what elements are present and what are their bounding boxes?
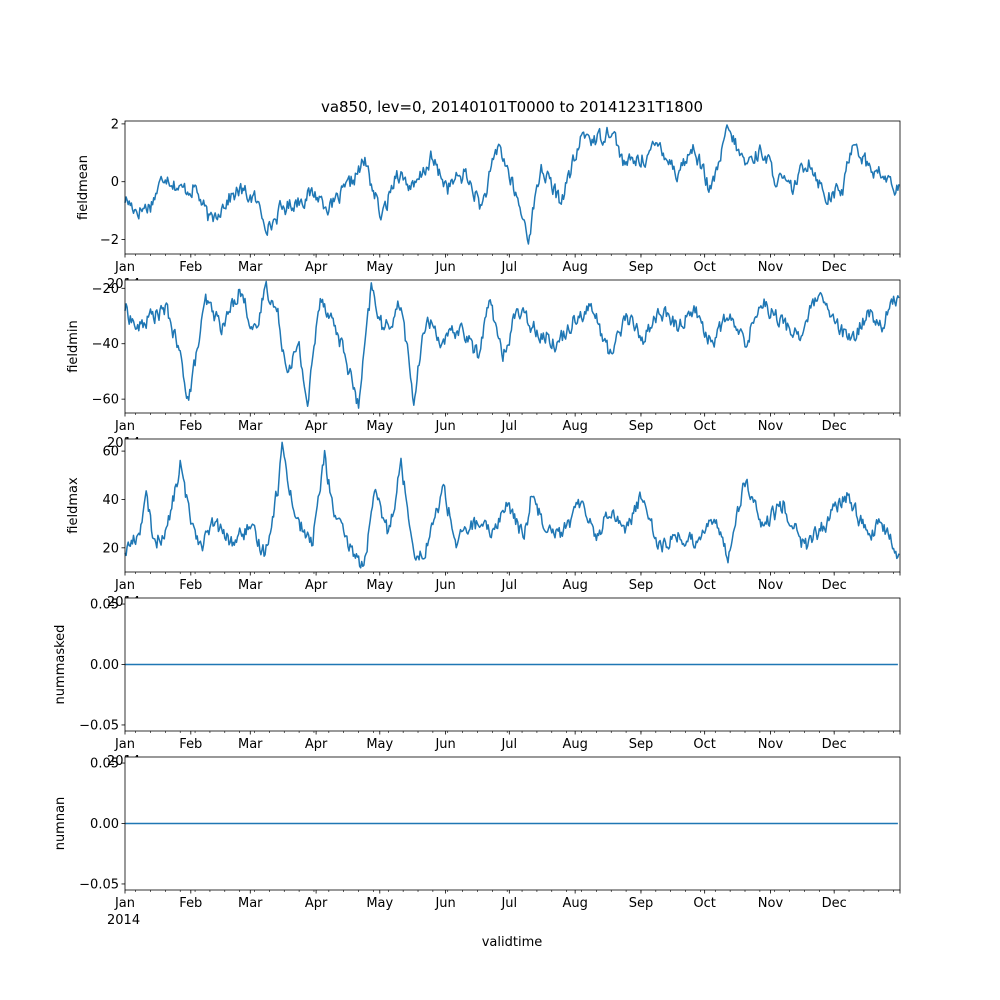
x-tick-label: Sep bbox=[629, 578, 654, 593]
x-tick-label: Feb bbox=[179, 260, 202, 275]
y-tick-label: 0.00 bbox=[90, 658, 119, 673]
y-tick-label: 0.05 bbox=[90, 598, 119, 613]
x-tick-label: May bbox=[366, 419, 393, 434]
y-axis-label-nummasked: nummasked bbox=[53, 625, 68, 705]
x-tick-label: Oct bbox=[693, 260, 715, 275]
x-tick-label: Sep bbox=[629, 419, 654, 434]
axes-frame bbox=[124, 279, 901, 414]
x-tick-label: Jul bbox=[500, 578, 517, 593]
x-tick-label: Mar bbox=[238, 896, 263, 911]
axes-background bbox=[125, 121, 900, 254]
x-year-label: 2014 bbox=[107, 913, 140, 928]
x-tick-label: Feb bbox=[179, 737, 202, 752]
x-tick-label: Nov bbox=[758, 896, 784, 911]
x-tick-label: Aug bbox=[562, 896, 587, 911]
x-tick-label: May bbox=[366, 260, 393, 275]
x-tick-label: Jun bbox=[434, 260, 455, 275]
x-tick-label: Mar bbox=[238, 737, 263, 752]
x-tick-label: Jan bbox=[114, 578, 135, 593]
x-tick-label: Feb bbox=[179, 578, 202, 593]
y-tick-label: 0.05 bbox=[90, 757, 119, 772]
axes-background bbox=[125, 280, 900, 413]
x-tick-label: Dec bbox=[822, 737, 847, 752]
x-tick-label: Aug bbox=[562, 737, 587, 752]
x-tick-label: Jan bbox=[114, 896, 135, 911]
x-tick-label: Jul bbox=[500, 419, 517, 434]
x-tick-label: Jun bbox=[434, 896, 455, 911]
x-tick-label: Oct bbox=[693, 896, 715, 911]
x-tick-label: May bbox=[366, 578, 393, 593]
x-tick-label: Oct bbox=[693, 578, 715, 593]
y-tick-label: 0.00 bbox=[90, 817, 119, 832]
x-tick-label: Dec bbox=[822, 578, 847, 593]
x-tick-label: Mar bbox=[238, 578, 263, 593]
y-axis-label-numnan: numnan bbox=[53, 797, 68, 851]
x-tick-label: Feb bbox=[179, 896, 202, 911]
chart-title: va850, lev=0, 20140101T0000 to 20141231T… bbox=[321, 98, 703, 116]
x-tick-label: Dec bbox=[822, 896, 847, 911]
y-tick-label: −20 bbox=[92, 282, 119, 297]
y-tick-label: −0.05 bbox=[79, 877, 119, 892]
y-tick-label: 2 bbox=[111, 117, 119, 132]
x-tick-label: Jul bbox=[500, 737, 517, 752]
x-tick-label: Jun bbox=[434, 737, 455, 752]
x-tick-label: Jan bbox=[114, 419, 135, 434]
x-tick-label: Aug bbox=[562, 419, 587, 434]
y-tick-label: −40 bbox=[92, 337, 119, 352]
x-tick-label: Jan bbox=[114, 260, 135, 275]
y-tick-label: −0.05 bbox=[79, 718, 119, 733]
x-tick-label: Sep bbox=[629, 896, 654, 911]
series-line-fieldmin bbox=[124, 280, 900, 409]
x-tick-label: Nov bbox=[758, 419, 784, 434]
series-line-fieldmax bbox=[124, 441, 900, 569]
x-tick-label: Apr bbox=[305, 737, 328, 752]
x-tick-label: Aug bbox=[562, 260, 587, 275]
x-tick-label: Nov bbox=[758, 737, 784, 752]
y-tick-label: −60 bbox=[92, 393, 119, 408]
x-tick-label: Apr bbox=[305, 260, 328, 275]
x-tick-label: Jun bbox=[434, 578, 455, 593]
series-line-fieldmean bbox=[124, 124, 900, 245]
y-axis-label-fieldmax: fieldmax bbox=[66, 477, 81, 534]
x-tick-label: Jul bbox=[500, 260, 517, 275]
y-tick-label: 60 bbox=[102, 445, 119, 460]
x-tick-label: Mar bbox=[238, 419, 263, 434]
x-tick-label: Dec bbox=[822, 419, 847, 434]
x-tick-label: Mar bbox=[238, 260, 263, 275]
y-tick-label: 0 bbox=[111, 175, 119, 190]
x-tick-label: Feb bbox=[179, 419, 202, 434]
x-tick-label: Oct bbox=[693, 737, 715, 752]
x-tick-label: Oct bbox=[693, 419, 715, 434]
axes-frame bbox=[124, 438, 901, 573]
y-tick-label: −2 bbox=[100, 233, 119, 248]
x-tick-label: Apr bbox=[305, 578, 328, 593]
x-axis-label: validtime bbox=[482, 935, 543, 950]
x-tick-label: Jun bbox=[434, 419, 455, 434]
x-tick-label: Sep bbox=[629, 737, 654, 752]
x-tick-label: Sep bbox=[629, 260, 654, 275]
y-tick-label: 20 bbox=[102, 541, 119, 556]
x-tick-label: Dec bbox=[822, 260, 847, 275]
x-tick-label: Aug bbox=[562, 578, 587, 593]
y-axis-label-fieldmean: fieldmean bbox=[76, 155, 91, 220]
x-tick-label: Apr bbox=[305, 896, 328, 911]
x-tick-label: Jul bbox=[500, 896, 517, 911]
x-tick-label: Jan bbox=[114, 737, 135, 752]
axes-frame bbox=[124, 120, 901, 255]
x-tick-label: Apr bbox=[305, 419, 328, 434]
y-tick-label: 40 bbox=[102, 493, 119, 508]
x-tick-label: May bbox=[366, 896, 393, 911]
x-tick-label: Nov bbox=[758, 578, 784, 593]
subplot-numnan: 2014 0.05 0.00 −0.05 numnan Jan Feb Mar Apr May Ju… bbox=[53, 757, 901, 928]
axes-background bbox=[125, 439, 900, 572]
x-tick-label: Nov bbox=[758, 260, 784, 275]
x-tick-label: May bbox=[366, 737, 393, 752]
y-axis-label-fieldmin: fieldmin bbox=[66, 320, 81, 373]
